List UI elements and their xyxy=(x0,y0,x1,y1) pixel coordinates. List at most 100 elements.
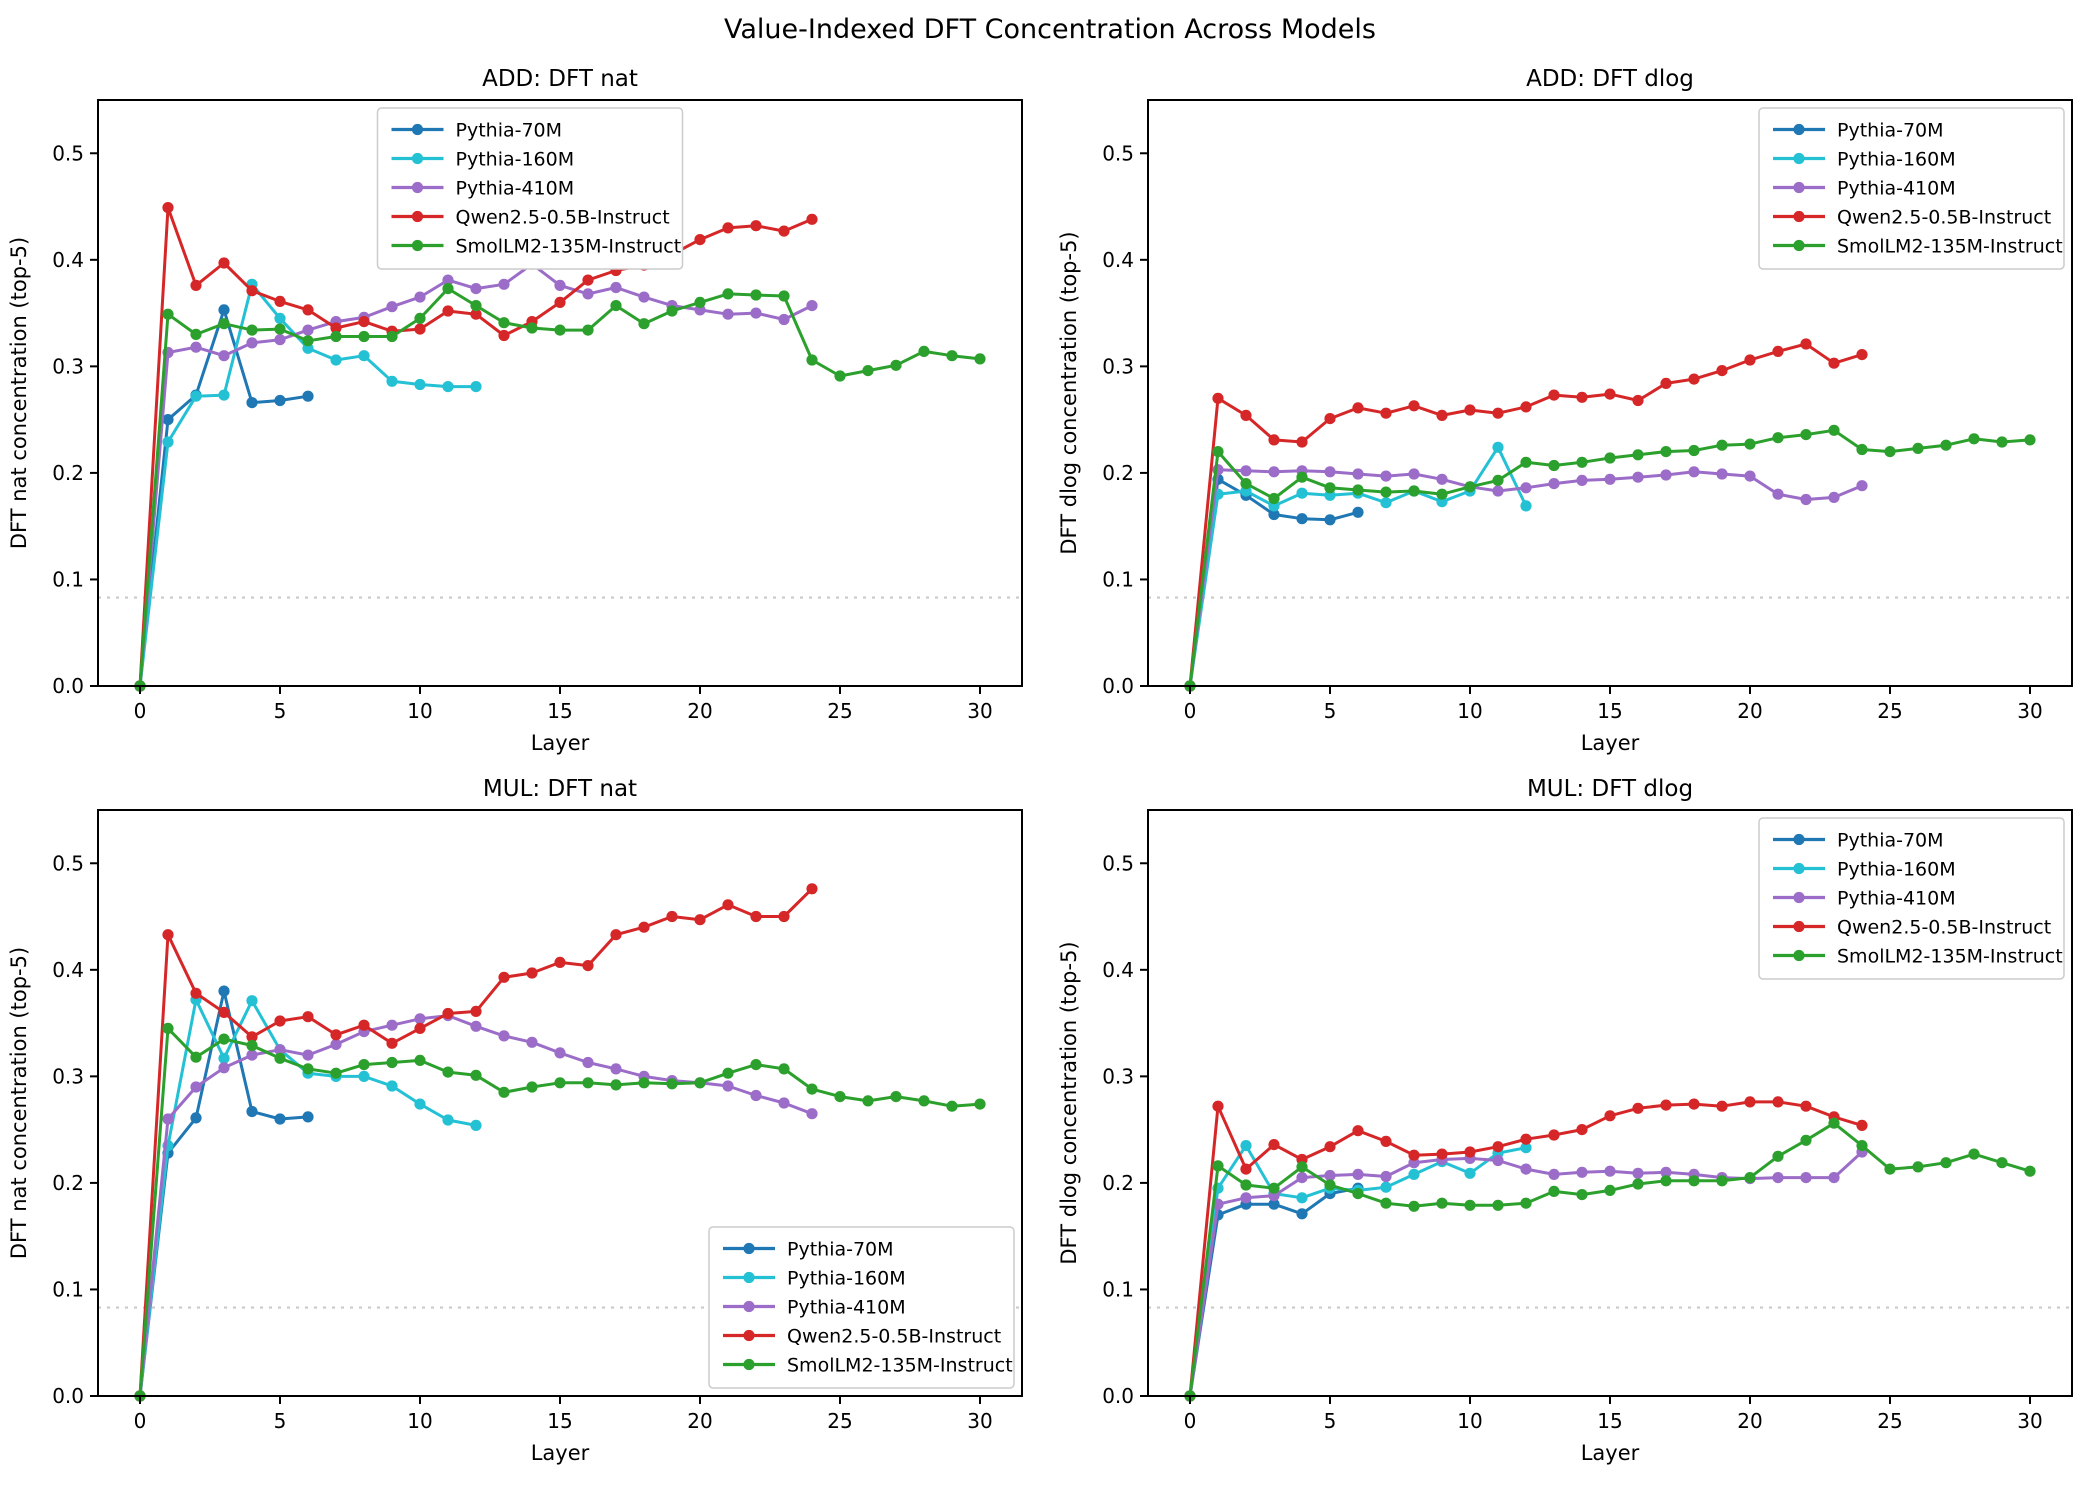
x-tick-label: 20 xyxy=(687,699,712,723)
legend-marker-pythia-160m xyxy=(743,1271,755,1284)
x-tick-label: 5 xyxy=(274,1409,287,1433)
marker-pythia-160m-layer-7 xyxy=(1380,1181,1392,1193)
marker-qwen2-5-0-5b-instruct-layer-15 xyxy=(1604,1110,1616,1122)
marker-smollm2-135m-instruct-layer-12 xyxy=(470,1069,482,1081)
marker-pythia-70m-layer-3 xyxy=(218,304,230,316)
marker-pythia-410m-layer-16 xyxy=(1632,471,1644,483)
marker-qwen2-5-0-5b-instruct-layer-19 xyxy=(1716,365,1728,377)
marker-smollm2-135m-instruct-layer-15 xyxy=(1604,452,1616,464)
marker-pythia-410m-layer-9 xyxy=(1436,473,1448,485)
series-smollm2-135m-instruct xyxy=(1184,424,2036,692)
marker-pythia-410m-layer-7 xyxy=(330,1038,342,1050)
marker-smollm2-135m-instruct-layer-3 xyxy=(218,318,230,330)
marker-smollm2-135m-instruct-layer-28 xyxy=(1968,433,1980,445)
series-smollm2-135m-instruct xyxy=(134,1022,986,1402)
marker-smollm2-135m-instruct-layer-3 xyxy=(1268,1182,1280,1194)
marker-qwen2-5-0-5b-instruct-layer-3 xyxy=(1268,434,1280,446)
x-tick-label: 0 xyxy=(134,1409,147,1433)
x-tick-label: 20 xyxy=(1737,1409,1762,1433)
marker-pythia-160m-layer-12 xyxy=(1520,1142,1532,1154)
marker-pythia-410m-layer-9 xyxy=(386,1019,398,1031)
marker-qwen2-5-0-5b-instruct-layer-10 xyxy=(1464,404,1476,416)
marker-qwen2-5-0-5b-instruct-layer-22 xyxy=(750,220,762,232)
x-tick-label: 5 xyxy=(1324,699,1337,723)
legend-marker-pythia-70m xyxy=(411,123,424,136)
legend-label-qwen2-5-0-5b-instruct: Qwen2.5-0.5B-Instruct xyxy=(1837,917,2051,939)
legend-marker-pythia-160m xyxy=(1793,152,1805,165)
marker-qwen2-5-0-5b-instruct-layer-4 xyxy=(246,1031,258,1043)
y-tick-label: 0.0 xyxy=(52,1384,84,1408)
x-tick-label: 5 xyxy=(1324,1409,1337,1433)
marker-pythia-410m-layer-16 xyxy=(582,1056,594,1069)
marker-smollm2-135m-instruct-layer-26 xyxy=(1912,442,1924,454)
marker-smollm2-135m-instruct-layer-8 xyxy=(358,1059,370,1071)
marker-pythia-410m-layer-5 xyxy=(1324,1169,1336,1182)
marker-smollm2-135m-instruct-layer-2 xyxy=(190,1051,202,1063)
marker-smollm2-135m-instruct-layer-14 xyxy=(526,1081,538,1093)
marker-pythia-410m-layer-20 xyxy=(1744,470,1756,482)
marker-pythia-410m-layer-16 xyxy=(582,288,594,300)
x-tick-label: 25 xyxy=(1877,699,1902,723)
marker-smollm2-135m-instruct-layer-4 xyxy=(1296,1161,1308,1173)
marker-smollm2-135m-instruct-layer-10 xyxy=(1464,1199,1476,1211)
legend-marker-smollm2-135m-instruct xyxy=(743,1358,755,1371)
y-axis-label: DFT dlog concentration (top-5) xyxy=(1057,941,1081,1264)
marker-smollm2-135m-instruct-layer-21 xyxy=(1772,432,1784,444)
marker-pythia-160m-layer-11 xyxy=(442,381,454,393)
marker-pythia-410m-layer-17 xyxy=(1660,1166,1672,1178)
marker-pythia-410m-layer-12 xyxy=(470,1020,482,1032)
subplot-title: MUL: DFT nat xyxy=(483,776,637,802)
x-axis-label: Layer xyxy=(531,1441,590,1465)
marker-smollm2-135m-instruct-layer-24 xyxy=(1856,1140,1868,1152)
legend-label-qwen2-5-0-5b-instruct: Qwen2.5-0.5B-Instruct xyxy=(787,1326,1001,1348)
legend-marker-pythia-160m xyxy=(1793,862,1805,875)
marker-qwen2-5-0-5b-instruct-layer-5 xyxy=(1324,1141,1336,1153)
marker-pythia-410m-layer-15 xyxy=(554,279,566,291)
marker-pythia-410m-layer-4 xyxy=(1296,1172,1308,1184)
marker-pythia-410m-layer-14 xyxy=(1576,1166,1588,1178)
marker-smollm2-135m-instruct-layer-27 xyxy=(890,1091,902,1103)
marker-qwen2-5-0-5b-instruct-layer-9 xyxy=(386,1037,398,1049)
marker-smollm2-135m-instruct-layer-27 xyxy=(1940,1157,1952,1169)
marker-pythia-410m-layer-6 xyxy=(1352,468,1364,480)
marker-smollm2-135m-instruct-layer-1 xyxy=(162,1022,174,1034)
y-tick-label: 0.0 xyxy=(52,674,84,698)
marker-smollm2-135m-instruct-layer-8 xyxy=(1408,1200,1420,1212)
y-tick-label: 0.4 xyxy=(1102,958,1134,982)
marker-smollm2-135m-instruct-layer-8 xyxy=(1408,485,1420,497)
marker-smollm2-135m-instruct-layer-17 xyxy=(1660,446,1672,458)
marker-pythia-410m-layer-24 xyxy=(806,300,818,312)
marker-pythia-70m-layer-3 xyxy=(1268,1198,1280,1210)
chart-canvas-mul-dft-dlog: 0 5 10 15 20 25 30 0.0 0.1 0.2 0.3 0.4 0.5 MUL: DFT d… xyxy=(1057,776,2073,1465)
marker-qwen2-5-0-5b-instruct-layer-24 xyxy=(806,883,818,895)
marker-pythia-410m-layer-6 xyxy=(302,324,314,336)
marker-smollm2-135m-instruct-layer-5 xyxy=(274,323,286,335)
marker-smollm2-135m-instruct-layer-3 xyxy=(218,1033,230,1045)
marker-smollm2-135m-instruct-layer-22 xyxy=(1800,429,1812,441)
marker-smollm2-135m-instruct-layer-6 xyxy=(302,335,314,347)
legend-marker-pythia-410m xyxy=(1793,891,1805,904)
x-tick-label: 20 xyxy=(687,1409,712,1433)
marker-smollm2-135m-instruct-layer-30 xyxy=(974,353,986,365)
marker-qwen2-5-0-5b-instruct-layer-8 xyxy=(358,316,370,328)
legend-label-pythia-70m: Pythia-70M xyxy=(1837,830,1944,852)
marker-qwen2-5-0-5b-instruct-layer-13 xyxy=(498,329,510,342)
marker-smollm2-135m-instruct-layer-11 xyxy=(1492,1199,1504,1211)
marker-qwen2-5-0-5b-instruct-layer-6 xyxy=(302,304,314,316)
legend-box xyxy=(376,107,684,270)
marker-pythia-410m-layer-23 xyxy=(1828,1172,1840,1184)
marker-pythia-160m-layer-12 xyxy=(470,1119,482,1131)
marker-smollm2-135m-instruct-layer-25 xyxy=(1884,446,1896,458)
x-tick-label: 15 xyxy=(1597,699,1622,723)
marker-smollm2-135m-instruct-layer-9 xyxy=(1436,488,1448,500)
marker-pythia-70m-layer-6 xyxy=(302,390,314,402)
marker-smollm2-135m-instruct-layer-15 xyxy=(554,1077,566,1089)
marker-qwen2-5-0-5b-instruct-layer-16 xyxy=(582,960,594,972)
marker-smollm2-135m-instruct-layer-7 xyxy=(1380,486,1392,498)
marker-smollm2-135m-instruct-layer-12 xyxy=(470,300,482,312)
marker-qwen2-5-0-5b-instruct-layer-12 xyxy=(1520,401,1532,413)
marker-smollm2-135m-instruct-layer-19 xyxy=(1716,439,1728,451)
marker-qwen2-5-0-5b-instruct-layer-20 xyxy=(1744,354,1756,366)
marker-smollm2-135m-instruct-layer-28 xyxy=(918,1095,930,1107)
marker-qwen2-5-0-5b-instruct-layer-15 xyxy=(1604,388,1616,400)
